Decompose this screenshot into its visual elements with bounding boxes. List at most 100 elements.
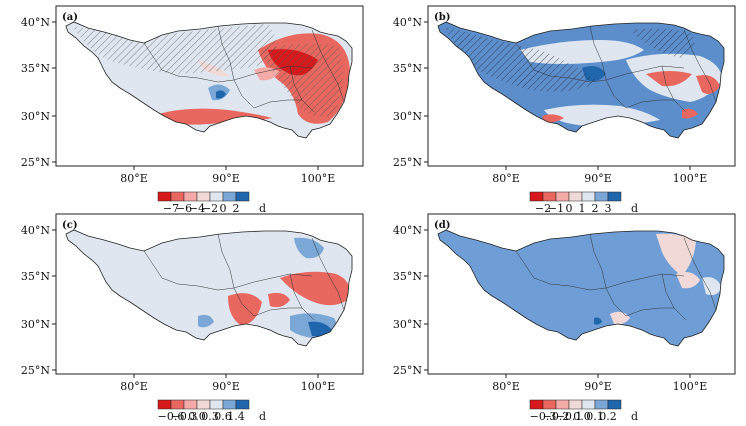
province-boundary	[311, 237, 345, 311]
legend-swatch	[170, 191, 185, 202]
panel-label: (c)	[62, 220, 78, 231]
province-boundary	[233, 273, 313, 289]
x-tick-label: 80°E	[492, 172, 520, 185]
province-boundary	[661, 65, 687, 113]
province-boundary	[683, 237, 717, 311]
map-panel-d: (d) 40°N 35°N 30°N 25°N 80°E 90°E 100°E −0.3−0.2…	[393, 213, 736, 423]
anomaly-region	[308, 321, 332, 337]
x-tick-label: 100°E	[301, 172, 336, 185]
anomaly-region	[676, 272, 700, 289]
anomaly-region	[268, 292, 290, 308]
anomaly-shading	[444, 26, 722, 126]
legend-swatch	[235, 399, 250, 410]
legend-tick-label: 1.4	[227, 410, 245, 423]
legend-colorbar: −0.3−0.2−0.10.00.10.2 d	[529, 399, 638, 423]
legend-tick-label: −7	[163, 202, 179, 215]
legend-tick-label: −6	[176, 202, 192, 215]
anomaly-region	[216, 90, 226, 99]
legend-tick-label: 0.1	[586, 410, 604, 423]
legend-swatch	[529, 399, 544, 410]
y-tick-label: 30°N	[393, 318, 422, 331]
legend-swatch	[196, 191, 211, 202]
legend-swatch	[581, 191, 596, 202]
map-panel-a: (a) 40°N 35°N 30°N 25°N 80°E 90°E 100°E −7−6−4−2…	[21, 5, 364, 215]
plateau-outline	[437, 229, 725, 347]
province-boundary	[589, 25, 627, 109]
province-boundary	[515, 250, 607, 291]
plateau-map	[437, 21, 725, 139]
y-tick-label: 40°N	[393, 224, 422, 237]
anomaly-shading	[128, 237, 351, 339]
legend-unit: d	[259, 202, 266, 215]
legend-tick-label: −2	[535, 202, 551, 215]
legend-tick-label: −4	[189, 202, 205, 215]
province-boundary	[289, 273, 315, 321]
province-boundary	[683, 29, 717, 103]
x-tick-label: 80°E	[492, 380, 520, 393]
legend-unit: d	[259, 410, 266, 423]
legend-swatch	[555, 191, 570, 202]
anomaly-region	[656, 233, 696, 276]
legend-unit: d	[631, 410, 638, 423]
legend-tick-label: 0.2	[599, 410, 617, 423]
x-tick-label: 90°E	[212, 172, 240, 185]
y-tick-label: 25°N	[393, 156, 422, 169]
x-tick-label: 80°E	[120, 380, 148, 393]
significance-hatching	[630, 28, 695, 58]
legend-swatch	[594, 191, 609, 202]
legend-swatch	[568, 191, 583, 202]
province-boundary	[217, 233, 255, 317]
legend-swatch	[209, 191, 224, 202]
anomaly-region	[228, 293, 262, 326]
legend-swatch	[607, 399, 622, 410]
panel-label: (b)	[434, 12, 450, 23]
province-boundary	[233, 65, 313, 81]
legend-unit: d	[631, 202, 638, 215]
province-boundary	[253, 307, 302, 317]
legend-tick-label: −1	[548, 202, 564, 215]
y-tick-label: 35°N	[393, 62, 422, 75]
anomaly-region	[198, 314, 214, 328]
y-tick-label: 25°N	[21, 364, 50, 377]
y-tick-label: 40°N	[21, 224, 50, 237]
x-tick-label: 100°E	[673, 172, 708, 185]
legend-tick-label: 2	[592, 202, 599, 215]
anomaly-region	[646, 71, 692, 87]
legend-colorbar: −0.6−0.30.00.30.61.4 d	[158, 399, 266, 423]
legend-swatch	[170, 399, 185, 410]
y-tick-label: 35°N	[21, 62, 50, 75]
legend-swatch	[542, 399, 557, 410]
province-boundary	[143, 250, 235, 291]
plateau-map	[65, 229, 353, 347]
legend-swatch	[183, 399, 198, 410]
legend-tick-label: 0.6	[214, 410, 232, 423]
legend-tick-label: 0.0	[188, 410, 206, 423]
legend-swatch	[196, 399, 211, 410]
legend-tick-label: −0.3	[530, 410, 557, 423]
plateau-outline	[65, 21, 353, 139]
legend-colorbar: −7−6−4−2 0 2 d	[157, 191, 266, 215]
x-tick-label: 80°E	[120, 172, 148, 185]
legend-swatch	[555, 399, 570, 410]
province-boundary	[625, 307, 674, 317]
anomaly-region	[702, 277, 722, 296]
legend-swatch	[568, 399, 583, 410]
significance-hatching	[258, 43, 344, 117]
legend-swatch	[235, 191, 250, 202]
province-boundary	[661, 273, 687, 321]
anomaly-region	[280, 271, 351, 306]
y-tick-label: 25°N	[393, 364, 422, 377]
map-panel-c: (c) 40°N 35°N 30°N 25°N 80°E 90°E 100°E −0.6−0.3…	[21, 213, 364, 423]
y-tick-label: 35°N	[21, 270, 50, 283]
province-boundary	[625, 99, 674, 109]
y-tick-label: 35°N	[393, 270, 422, 283]
x-tick-label: 90°E	[584, 380, 612, 393]
province-boundary	[605, 273, 685, 289]
y-tick-label: 25°N	[21, 156, 50, 169]
legend-tick-label: −0.2	[543, 410, 570, 423]
legend-tick-label: 0	[220, 202, 227, 215]
legend-tick-label: 0.0	[573, 410, 591, 423]
panel-label: (a)	[62, 12, 78, 23]
province-boundary	[311, 29, 345, 103]
legend-tick-label: 3	[605, 202, 612, 215]
